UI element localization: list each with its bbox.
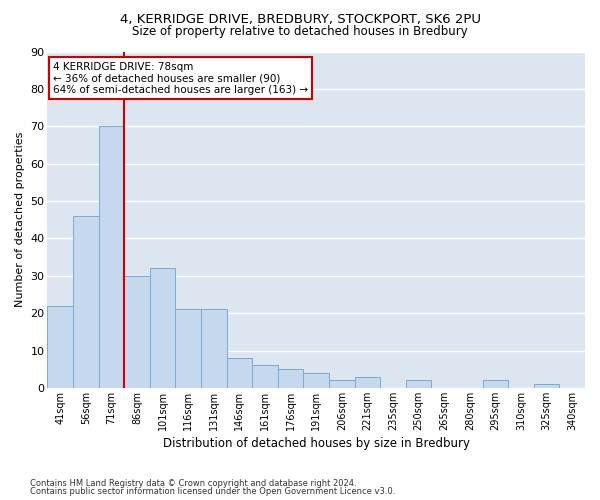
X-axis label: Distribution of detached houses by size in Bredbury: Distribution of detached houses by size … [163, 437, 470, 450]
Bar [124, 276, 150, 388]
Text: 4 KERRIDGE DRIVE: 78sqm
← 36% of detached houses are smaller (90)
64% of semi-de: 4 KERRIDGE DRIVE: 78sqm ← 36% of detache… [53, 62, 308, 95]
Bar [534, 384, 559, 388]
Bar [278, 369, 304, 388]
Text: Size of property relative to detached houses in Bredbury: Size of property relative to detached ho… [132, 25, 468, 38]
Bar [355, 376, 380, 388]
Bar [252, 366, 278, 388]
Bar [73, 216, 98, 388]
Bar [406, 380, 431, 388]
Bar [201, 310, 227, 388]
Bar [482, 380, 508, 388]
Bar [98, 126, 124, 388]
Bar [150, 268, 175, 388]
Text: 4, KERRIDGE DRIVE, BREDBURY, STOCKPORT, SK6 2PU: 4, KERRIDGE DRIVE, BREDBURY, STOCKPORT, … [119, 12, 481, 26]
Bar [47, 306, 73, 388]
Text: Contains HM Land Registry data © Crown copyright and database right 2024.: Contains HM Land Registry data © Crown c… [30, 478, 356, 488]
Bar [304, 373, 329, 388]
Bar [227, 358, 252, 388]
Bar [329, 380, 355, 388]
Y-axis label: Number of detached properties: Number of detached properties [15, 132, 25, 308]
Text: Contains public sector information licensed under the Open Government Licence v3: Contains public sector information licen… [30, 487, 395, 496]
Bar [175, 310, 201, 388]
